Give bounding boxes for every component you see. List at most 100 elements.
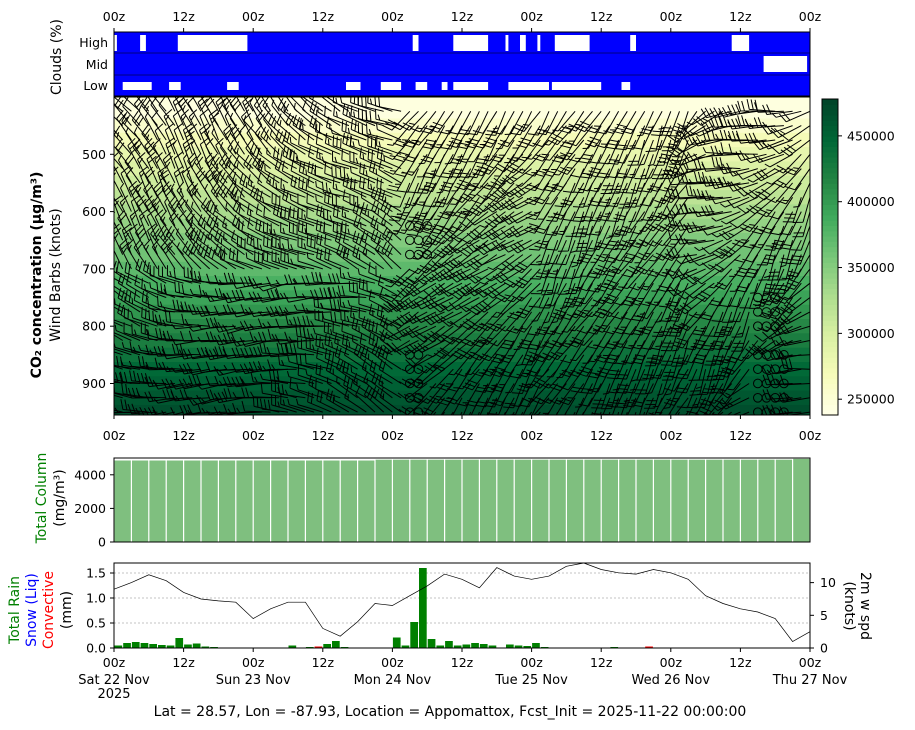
wind-barb (735, 268, 759, 293)
wind-barb (762, 239, 785, 265)
wind-barb (546, 197, 567, 222)
date-label: Mon 24 Nov (354, 673, 432, 688)
wind-barb (536, 325, 559, 348)
wind-barb (336, 243, 358, 270)
wind-barb (464, 168, 489, 192)
wind-barb (308, 97, 332, 112)
wind-barb (538, 240, 559, 266)
wind-barb (666, 282, 698, 297)
wind-barb (379, 386, 402, 413)
wind-barb (547, 125, 576, 146)
wind-barb (608, 254, 637, 275)
wind-barb (125, 127, 141, 155)
wind-barb (753, 117, 784, 128)
wind-barb (233, 155, 254, 184)
wind-barb (711, 340, 733, 366)
wind-barb (290, 175, 315, 198)
wind-barb (324, 348, 350, 370)
wind-barb (205, 138, 219, 169)
wind-barb (314, 164, 341, 184)
wind-barb (315, 335, 341, 356)
wind-barb (440, 311, 471, 327)
wind-barb (771, 374, 802, 386)
wind-barb (405, 311, 437, 324)
wind-barb (666, 282, 689, 307)
wind-barb (429, 125, 454, 149)
wind-barb (763, 268, 785, 294)
wind-barb (562, 168, 585, 193)
wind-barb (134, 274, 158, 298)
wind-barb (261, 97, 272, 112)
wind-barb (296, 154, 323, 170)
wind-barb (604, 340, 628, 365)
wind-barb (582, 125, 602, 149)
wind-barb (540, 383, 567, 405)
wind-barb (557, 153, 585, 175)
wind-barb (623, 154, 646, 179)
wind-barb (711, 211, 741, 222)
date-label: Tue 25 Nov (494, 673, 568, 688)
wind-barb (437, 368, 463, 392)
wind-barb (758, 297, 785, 320)
wind-barb (475, 139, 498, 165)
wind-barb (575, 110, 602, 133)
colorbar-segment (822, 320, 838, 327)
wind-barb (283, 130, 306, 155)
wind-barb (638, 311, 663, 335)
wind-barb (260, 126, 280, 155)
wind-barb (335, 358, 358, 384)
wind-barb (581, 411, 585, 415)
wind-barb (661, 182, 689, 204)
wind-barb (466, 111, 489, 136)
wind-barb (645, 368, 663, 395)
wind-barb (652, 225, 680, 247)
cloud-gap (169, 82, 181, 90)
wind-barb (449, 139, 472, 165)
wind-barb (409, 383, 437, 404)
wind-barb (223, 364, 254, 371)
wind-barb (440, 297, 471, 312)
wind-barb (176, 196, 193, 227)
wind-barb (500, 225, 532, 239)
total-column-bar (601, 459, 618, 542)
wind-barb (606, 354, 628, 380)
wind-barb (172, 139, 185, 169)
wind-barb (136, 195, 150, 227)
wind-barb (501, 196, 532, 211)
wind-barb (125, 290, 150, 313)
wind-barb (470, 168, 498, 189)
wind-barb (289, 377, 315, 399)
colorbar-segment (822, 199, 838, 205)
colorbar-segment (822, 99, 838, 105)
wind-barb (684, 174, 715, 185)
wind-barb (732, 225, 759, 248)
wind-barb (764, 225, 785, 251)
wind-barb (332, 135, 358, 155)
wind-barb (171, 367, 202, 373)
cloud-layer-low: Low (83, 78, 108, 93)
wind-barb (551, 297, 567, 324)
total-column-tick-label: 2000 (74, 501, 106, 516)
wind-barb (270, 223, 297, 241)
wind-barb (570, 282, 593, 307)
total-column-bar (793, 458, 810, 542)
wind-barb (651, 411, 654, 415)
cloud-gap (346, 82, 361, 90)
wind-barb (631, 311, 654, 336)
wind-barb (474, 368, 498, 393)
wind-barb (780, 240, 794, 268)
wind-barb (535, 111, 559, 136)
time-tick-label: 12z (729, 9, 752, 24)
wind-barb (410, 397, 437, 415)
total-column-yaxis: 0 2000 4000 (74, 467, 114, 550)
wind-barb (171, 323, 202, 330)
wind-barb (771, 404, 802, 415)
wind-barb (361, 316, 384, 341)
wind-barb (321, 97, 341, 112)
wind-barb (158, 97, 176, 126)
wind-barb (180, 301, 210, 313)
wind-barb (378, 344, 402, 370)
wind-barb (753, 282, 776, 307)
wind-barb (148, 309, 176, 327)
wind-barb (282, 145, 306, 170)
